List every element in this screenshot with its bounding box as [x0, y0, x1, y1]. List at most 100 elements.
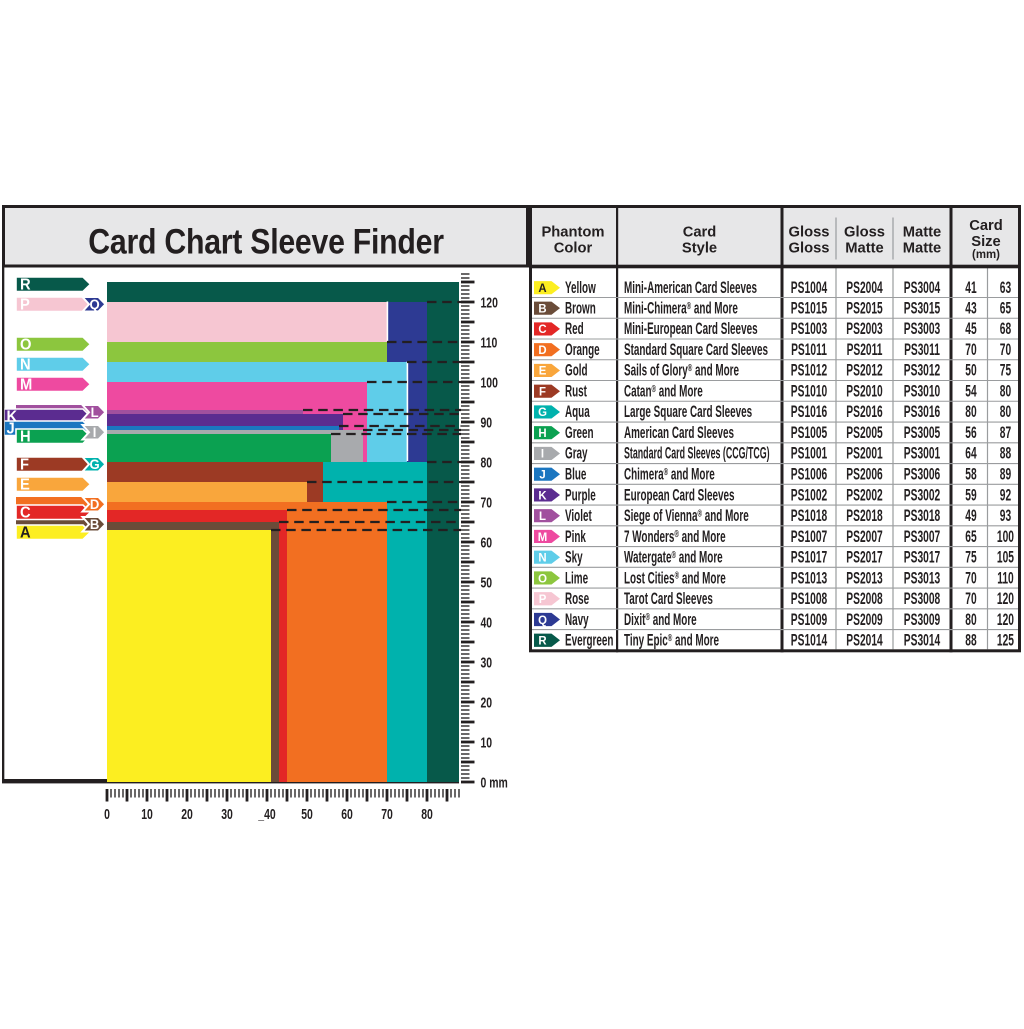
svg-text:Card: Card: [683, 223, 717, 240]
svg-text:Purple: Purple: [565, 486, 596, 504]
svg-text:Violet: Violet: [565, 506, 592, 524]
svg-text:63: 63: [1000, 279, 1012, 297]
svg-text:Brown: Brown: [565, 299, 596, 317]
svg-text:I: I: [541, 447, 544, 460]
svg-text:65: 65: [965, 527, 977, 545]
svg-text:80: 80: [421, 806, 433, 822]
svg-text:Tarot Card Sleeves: Tarot Card Sleeves: [624, 589, 713, 607]
svg-text:Q: Q: [90, 297, 100, 312]
svg-text:0 mm: 0 mm: [481, 775, 508, 791]
svg-text:Standard Card Sleeves (CCG/TCG: Standard Card Sleeves (CCG/TCG): [624, 444, 770, 463]
svg-text:PS2018: PS2018: [846, 507, 883, 525]
svg-text:D: D: [90, 497, 100, 512]
svg-text:A: A: [20, 524, 31, 541]
svg-text:120: 120: [997, 590, 1014, 608]
svg-text:87: 87: [1000, 424, 1012, 442]
svg-text:PS1009: PS1009: [791, 610, 828, 628]
svg-text:70: 70: [381, 806, 393, 822]
svg-text:PS1010: PS1010: [791, 382, 828, 400]
svg-text:M: M: [538, 531, 547, 544]
svg-text:Mini-American Card Sleeves: Mini-American Card Sleeves: [624, 278, 757, 296]
svg-text:PS3002: PS3002: [904, 486, 941, 504]
svg-text:PS1013: PS1013: [791, 569, 828, 587]
svg-text:PS1016: PS1016: [791, 403, 828, 421]
svg-text:Gold: Gold: [565, 361, 588, 379]
svg-text:Gray: Gray: [565, 444, 588, 462]
svg-text:7 Wonders® and More: 7 Wonders® and More: [624, 527, 726, 545]
svg-text:C: C: [20, 504, 31, 521]
svg-text:Style: Style: [682, 239, 717, 256]
svg-text:PS1018: PS1018: [791, 507, 828, 525]
svg-text:A: A: [538, 282, 547, 295]
svg-text:58: 58: [965, 465, 977, 483]
svg-text:PS1007: PS1007: [791, 527, 828, 545]
svg-text:20: 20: [481, 695, 493, 711]
svg-text:PS3008: PS3008: [904, 590, 941, 608]
svg-text:100: 100: [481, 375, 498, 391]
svg-text:PS2009: PS2009: [846, 610, 883, 628]
svg-text:PS3010: PS3010: [904, 382, 941, 400]
svg-text:G: G: [90, 457, 100, 472]
svg-text:80: 80: [965, 403, 977, 421]
svg-text:Lost Cities® and More: Lost Cities® and More: [624, 569, 726, 587]
svg-text:Catan® and More: Catan® and More: [624, 382, 703, 400]
svg-text:PS2015: PS2015: [846, 299, 883, 317]
svg-text:PS1012: PS1012: [791, 361, 828, 379]
svg-text:120: 120: [481, 295, 498, 311]
svg-text:75: 75: [965, 548, 977, 566]
svg-text:PS3003: PS3003: [904, 320, 941, 338]
svg-text:70: 70: [965, 569, 977, 587]
svg-text:PS1001: PS1001: [791, 444, 828, 462]
svg-text:PS3018: PS3018: [904, 507, 941, 525]
svg-text:F: F: [539, 385, 546, 398]
svg-text:Red: Red: [565, 320, 584, 338]
svg-text:PS2006: PS2006: [846, 465, 883, 483]
svg-text:F: F: [20, 456, 29, 473]
svg-text:Standard Square Card Sleeves: Standard Square Card Sleeves: [624, 340, 768, 358]
svg-text:B: B: [538, 302, 546, 315]
svg-text:C: C: [538, 323, 547, 336]
svg-text:B: B: [90, 517, 100, 532]
svg-text:PS1004: PS1004: [791, 279, 828, 297]
svg-text:PS3007: PS3007: [904, 527, 941, 545]
svg-text:Rose: Rose: [565, 589, 590, 607]
svg-text:PS3004: PS3004: [904, 279, 941, 297]
svg-text:E: E: [20, 476, 30, 493]
svg-text:Navy: Navy: [565, 610, 589, 628]
svg-text:K: K: [538, 489, 547, 502]
svg-text:PS3009: PS3009: [904, 610, 941, 628]
svg-text:_40: _40: [257, 806, 275, 822]
svg-text:56: 56: [965, 424, 977, 442]
svg-text:PS2016: PS2016: [846, 403, 883, 421]
svg-text:I: I: [93, 425, 97, 440]
svg-text:PS1017: PS1017: [791, 548, 828, 566]
svg-text:Yellow: Yellow: [565, 278, 596, 296]
svg-text:PS2010: PS2010: [846, 382, 883, 400]
svg-text:Green: Green: [565, 423, 594, 441]
svg-text:110: 110: [481, 335, 498, 351]
svg-text:30: 30: [481, 655, 493, 671]
svg-text:Evergreen: Evergreen: [565, 631, 613, 649]
svg-text:E: E: [539, 364, 547, 377]
svg-text:93: 93: [1000, 507, 1012, 525]
svg-text:105: 105: [997, 548, 1014, 566]
svg-text:30: 30: [221, 806, 233, 822]
svg-text:PS2012: PS2012: [846, 361, 883, 379]
svg-text:P: P: [20, 296, 30, 313]
svg-text:PS3011: PS3011: [904, 341, 940, 359]
svg-text:PS1008: PS1008: [791, 590, 828, 608]
svg-text:100: 100: [997, 527, 1014, 545]
svg-text:PS3016: PS3016: [904, 403, 941, 421]
svg-text:Matte: Matte: [903, 239, 941, 256]
svg-text:H: H: [20, 428, 31, 445]
svg-text:PS2007: PS2007: [846, 527, 883, 545]
svg-text:120: 120: [997, 610, 1014, 628]
svg-text:60: 60: [341, 806, 353, 822]
svg-text:PS2013: PS2013: [846, 569, 883, 587]
svg-text:Chimera® and More: Chimera® and More: [624, 465, 715, 483]
svg-text:H: H: [538, 427, 546, 440]
svg-text:PS2002: PS2002: [846, 486, 883, 504]
svg-text:88: 88: [1000, 444, 1012, 462]
svg-text:R: R: [538, 634, 547, 647]
svg-text:PS2008: PS2008: [846, 590, 883, 608]
